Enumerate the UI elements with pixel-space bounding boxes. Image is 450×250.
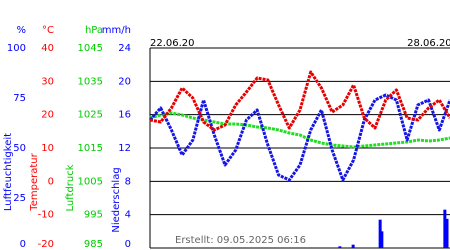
- y-tick-label: 50: [13, 143, 26, 154]
- y-tick-label: 16: [118, 110, 131, 121]
- y-tick-label: 995: [84, 210, 103, 221]
- series-line: [149, 111, 450, 149]
- y-tick-label: 75: [13, 93, 26, 104]
- y-tick-label: 0: [48, 176, 54, 187]
- y-tick-label: 100: [7, 43, 26, 54]
- precipitation-bar: [351, 244, 355, 248]
- axis-title: Luftdruck: [65, 164, 76, 211]
- axis-unit: %: [16, 25, 26, 36]
- y-tick-label: -20: [38, 239, 54, 250]
- y-tick-label: 8: [125, 176, 131, 187]
- y-tick-label: 1045: [78, 43, 103, 54]
- precipitation-bar: [378, 219, 382, 248]
- axis-unit: mm/h: [102, 25, 131, 36]
- y-tick-label: 1015: [78, 143, 103, 154]
- precipitation-bar: [443, 209, 447, 248]
- y-tick-label: 20: [41, 110, 54, 121]
- axis-title: Niederschlag: [111, 167, 122, 232]
- y-tick-label: 12: [118, 143, 131, 154]
- footer: Erstellt: 09.05.2025 06:16: [175, 235, 306, 246]
- y-tick-label: 985: [84, 239, 103, 250]
- y-tick-label: 24: [118, 43, 131, 54]
- y-tick-label: 4: [125, 210, 131, 221]
- axis-unit: hPa: [85, 25, 103, 36]
- y-tick-label: 1005: [78, 176, 103, 187]
- y-tick-label: 20: [118, 76, 131, 87]
- y-tick-label: -10: [38, 210, 54, 221]
- precipitation-bar: [380, 231, 384, 248]
- y-tick-label: 40: [41, 43, 54, 54]
- x-tick-label: 22.06.20: [150, 38, 195, 49]
- y-tick-label: 1035: [78, 76, 103, 87]
- y-tick-label: 25: [13, 193, 26, 204]
- axis-title: Luftfeuchtigkeit: [3, 133, 14, 211]
- y-tick-label: 0: [20, 239, 26, 250]
- precipitation-bar: [338, 246, 342, 248]
- y-tick-label: 1025: [78, 110, 103, 121]
- y-tick-label: 10: [41, 143, 54, 154]
- precipitation-bar: [445, 218, 449, 248]
- axis-unit: °C: [42, 25, 54, 36]
- axis-title: Temperatur: [29, 152, 40, 211]
- x-tick-label: 28.06.20: [407, 38, 450, 49]
- y-tick-label: 0: [125, 239, 131, 250]
- y-tick-label: 30: [41, 76, 54, 87]
- series-line: [149, 70, 450, 132]
